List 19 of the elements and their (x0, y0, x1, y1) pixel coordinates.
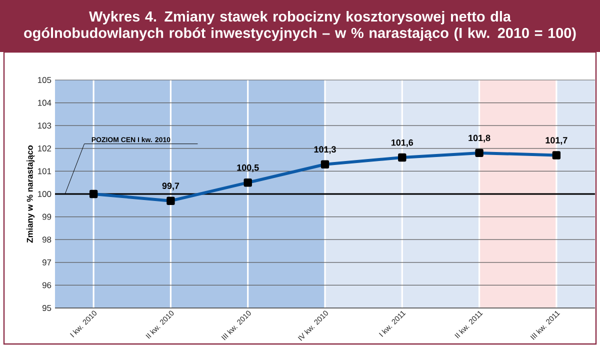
y-tick-label: 100 (38, 191, 52, 197)
y-tick-label: 101 (38, 168, 52, 174)
y-tick-label: 97 (42, 259, 52, 266)
y-tick-label: 96 (42, 282, 52, 288)
chart-title: Wykres 4. Zmiany stawek robocizny kosztorysowej netto dla ogólnobudowlanych robót inwestycyjnych – w % narastająco (I kw. 2010 = 100) (24, 11, 576, 41)
y-tick-label: 99 (42, 214, 52, 220)
data-label: 101,3 (314, 146, 336, 154)
y-axis-title: Zmiany w % narastająco (26, 145, 35, 243)
y-tick-label: 98 (42, 236, 52, 243)
y-tick-label: 104 (38, 100, 52, 106)
data-label: 99,7 (162, 182, 180, 190)
y-tick-label: 102 (38, 145, 52, 152)
data-label: 101,8 (468, 134, 490, 142)
data-label: 100,5 (237, 164, 259, 172)
y-tick-label: 95 (42, 305, 52, 311)
data-label: 101,7 (546, 137, 568, 145)
data-label: 101,6 (391, 139, 414, 147)
y-tick-label: 103 (38, 122, 52, 129)
y-tick-label: 105 (38, 77, 52, 83)
